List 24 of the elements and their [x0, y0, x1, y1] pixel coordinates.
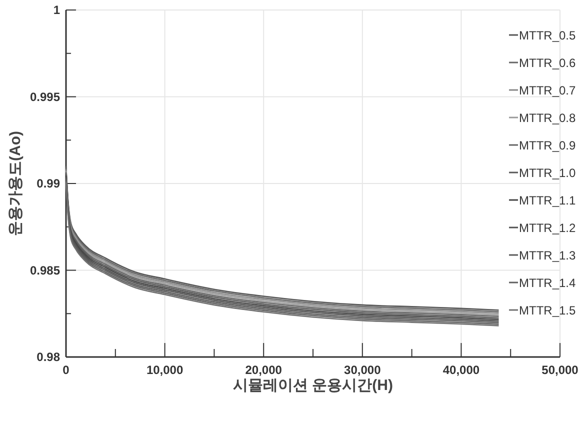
legend-label: MTTR_1.5	[519, 304, 576, 318]
legend-label: MTTR_1.4	[519, 276, 576, 290]
y-tick-label: 0.98	[36, 350, 60, 364]
legend-label: MTTR_0.8	[519, 111, 576, 125]
legend-label: MTTR_0.9	[519, 138, 576, 152]
y-tick-label: 0.99	[36, 176, 60, 190]
y-tick-label: 0.985	[30, 263, 60, 278]
legend-label: MTTR_1.0	[519, 166, 576, 180]
x-tick-label: 20,000	[245, 363, 282, 377]
legend-label: MTTR_0.5	[519, 28, 576, 42]
legend-label: MTTR_1.1	[519, 194, 576, 208]
y-tick-label: 0.995	[30, 90, 60, 104]
x-tick-label: 10,000	[146, 363, 184, 377]
x-tick-label: 50,000	[542, 363, 579, 377]
y-tick-label: 1	[53, 3, 60, 17]
x-tick-label: 40,000	[442, 363, 480, 377]
legend-label: MTTR_1.2	[519, 221, 576, 235]
x-tick-label: 30,000	[344, 363, 382, 377]
legend-label: MTTR_0.7	[519, 84, 576, 98]
legend-label: MTTR_1.3	[519, 248, 576, 262]
x-axis-title: 시뮬레이션 운용시간(H)	[233, 377, 393, 394]
y-axis-title: 운용가용도(Ao)	[7, 131, 24, 236]
x-tick-label: 0	[62, 363, 70, 377]
legend-label: MTTR_0.6	[519, 56, 576, 70]
